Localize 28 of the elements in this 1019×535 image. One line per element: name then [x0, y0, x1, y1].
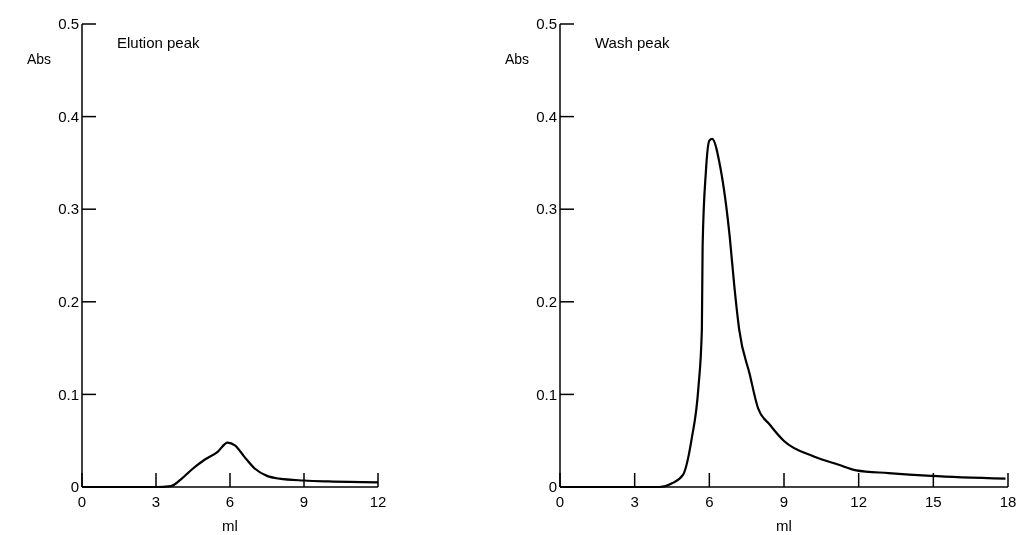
x-tick-label: 9 — [299, 493, 309, 510]
y-tick-label: 0.2 — [58, 293, 79, 311]
y-axis-title: Abs — [27, 51, 52, 67]
text: Wash peak — [595, 34, 670, 51]
y-tick-label: 0.1 — [536, 385, 557, 403]
y-axis-title: Abs — [505, 51, 530, 67]
y-tick-label: 0.2 — [536, 293, 557, 311]
y-tick-label: 0.3 — [58, 200, 79, 218]
y-tick-label: 0.4 — [536, 107, 557, 125]
x-tick-label: 3 — [630, 493, 639, 510]
x-tick-label: 6 — [225, 493, 235, 510]
y-tick-label: 0 — [70, 478, 79, 496]
x-tick-label: 6 — [705, 493, 714, 510]
x-tick-label: 18 — [999, 493, 1017, 510]
x-axis-title: ml — [222, 517, 238, 534]
y-tick-label: 0.5 — [58, 15, 79, 33]
x-axis-title: ml — [776, 517, 792, 534]
y-tick-label: 0.3 — [536, 200, 557, 218]
x-tick-label: 3 — [151, 493, 161, 510]
y-tick-label: 0.5 — [536, 15, 557, 33]
y-tick-label: 0.4 — [58, 107, 79, 125]
text: Elution peak — [117, 34, 201, 51]
x-tick-label: 12 — [850, 493, 868, 510]
y-tick-label: 0.1 — [58, 385, 79, 403]
x-tick-label: 15 — [924, 493, 942, 510]
x-tick-label: 12 — [369, 493, 387, 510]
x-tick-label: 9 — [779, 493, 789, 510]
y-tick-label: 0 — [548, 478, 557, 496]
